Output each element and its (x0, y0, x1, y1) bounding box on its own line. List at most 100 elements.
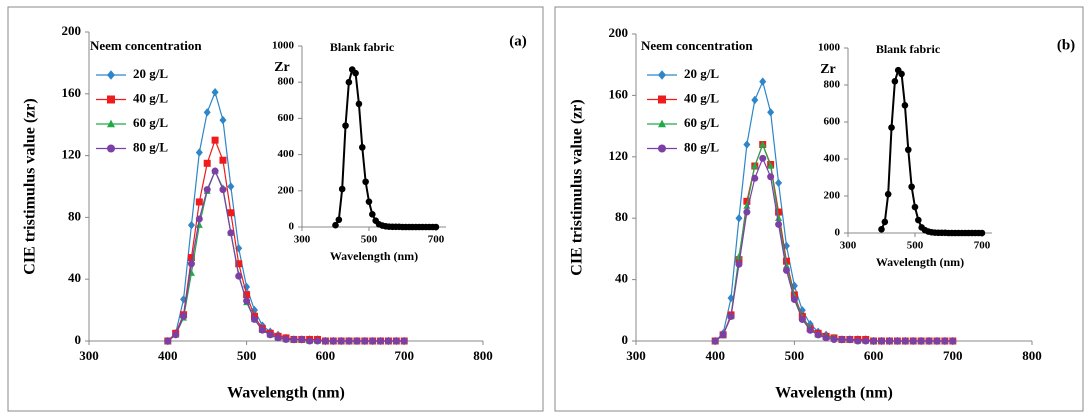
marker (775, 220, 783, 228)
y-tick-label: 80 (615, 209, 628, 224)
y-tick-label: 400 (278, 148, 295, 160)
marker (884, 190, 892, 198)
inset-title: Blank fabric (876, 42, 941, 56)
panel-frame (554, 6, 1084, 412)
marker (329, 337, 337, 345)
marker (782, 266, 790, 274)
x-tick-label: 600 (316, 348, 336, 363)
legend-marker (658, 70, 666, 80)
marker (362, 178, 369, 186)
marker (342, 122, 349, 129)
marker (243, 291, 251, 299)
y-tick-label: 200 (62, 23, 82, 38)
marker (250, 315, 258, 323)
panel-label: (b) (1057, 37, 1075, 53)
y-tick-label: 800 (824, 79, 841, 91)
marker (727, 312, 735, 320)
marker (909, 337, 917, 345)
marker (719, 331, 727, 339)
marker (211, 136, 219, 144)
y-tick-label: 200 (278, 184, 295, 196)
marker (925, 337, 933, 345)
marker (258, 326, 266, 334)
y-tick-label: 0 (622, 332, 629, 347)
marker (759, 154, 767, 162)
legend-label: 80 g/L (133, 139, 168, 154)
marker (290, 335, 298, 343)
marker (743, 197, 751, 205)
marker (735, 260, 743, 268)
y-tick-label: 160 (609, 86, 629, 101)
marker (369, 337, 377, 345)
marker (846, 335, 854, 343)
y-tick-label: 80 (68, 208, 81, 223)
y-tick-label: 40 (68, 270, 81, 285)
marker (798, 316, 806, 324)
marker (790, 296, 798, 304)
marker (888, 124, 895, 131)
y-tick-label: 200 (824, 190, 841, 202)
marker (187, 260, 195, 268)
marker (243, 297, 251, 305)
marker (806, 326, 814, 334)
marker (898, 70, 905, 78)
marker (775, 214, 783, 221)
y-tick-label: 800 (278, 76, 295, 88)
marker (735, 214, 743, 223)
marker (830, 335, 838, 343)
marker (751, 95, 759, 105)
x-tick-label: 500 (237, 348, 257, 363)
x-tick-label: 300 (626, 348, 646, 363)
y-axis-title: CIE tristimulus value (zr) (569, 99, 586, 275)
marker (219, 156, 227, 164)
y-axis-title: Zr (820, 62, 836, 77)
legend-label: 60 g/L (133, 115, 168, 130)
marker (751, 162, 759, 169)
marker (235, 260, 243, 268)
marker (361, 337, 369, 345)
marker (854, 337, 862, 345)
marker (782, 257, 790, 265)
marker (751, 174, 759, 182)
marker (321, 337, 329, 345)
y-tick-label: 120 (609, 148, 629, 163)
marker (227, 229, 235, 237)
y-tick-label: 1000 (272, 40, 295, 52)
legend-marker (658, 95, 666, 104)
marker (195, 215, 203, 223)
marker (743, 140, 751, 149)
marker (227, 182, 235, 191)
marker (432, 223, 440, 231)
marker (187, 254, 195, 262)
marker (878, 226, 885, 233)
marker (878, 337, 886, 345)
marker (911, 203, 919, 211)
x-axis-title: Wavelength (nm) (775, 385, 893, 402)
legend-title: Neem concentration (641, 38, 753, 53)
marker (195, 148, 203, 157)
marker (870, 337, 878, 345)
marker (266, 331, 274, 339)
marker (862, 337, 870, 345)
panel-label: (a) (509, 33, 527, 49)
marker (735, 252, 743, 260)
marker (219, 115, 227, 125)
y-axis-title: CIE tristimulus value (zr) (22, 98, 39, 274)
x-axis-title: Wavelength (nm) (330, 249, 418, 263)
marker (369, 211, 376, 218)
marker (978, 229, 986, 237)
legend-title: Neem concentration (90, 38, 202, 53)
marker (282, 335, 290, 343)
legend-label: 40 g/L (684, 90, 719, 105)
marker (400, 337, 408, 345)
y-tick-label: 160 (62, 85, 82, 100)
marker (917, 337, 925, 345)
marker (891, 78, 899, 85)
y-tick-label: 400 (824, 153, 841, 165)
marker (235, 272, 243, 280)
marker (335, 216, 343, 224)
marker (164, 337, 172, 345)
x-tick-label: 800 (1022, 348, 1042, 363)
legend-marker (658, 144, 666, 153)
legend-marker (107, 119, 115, 128)
